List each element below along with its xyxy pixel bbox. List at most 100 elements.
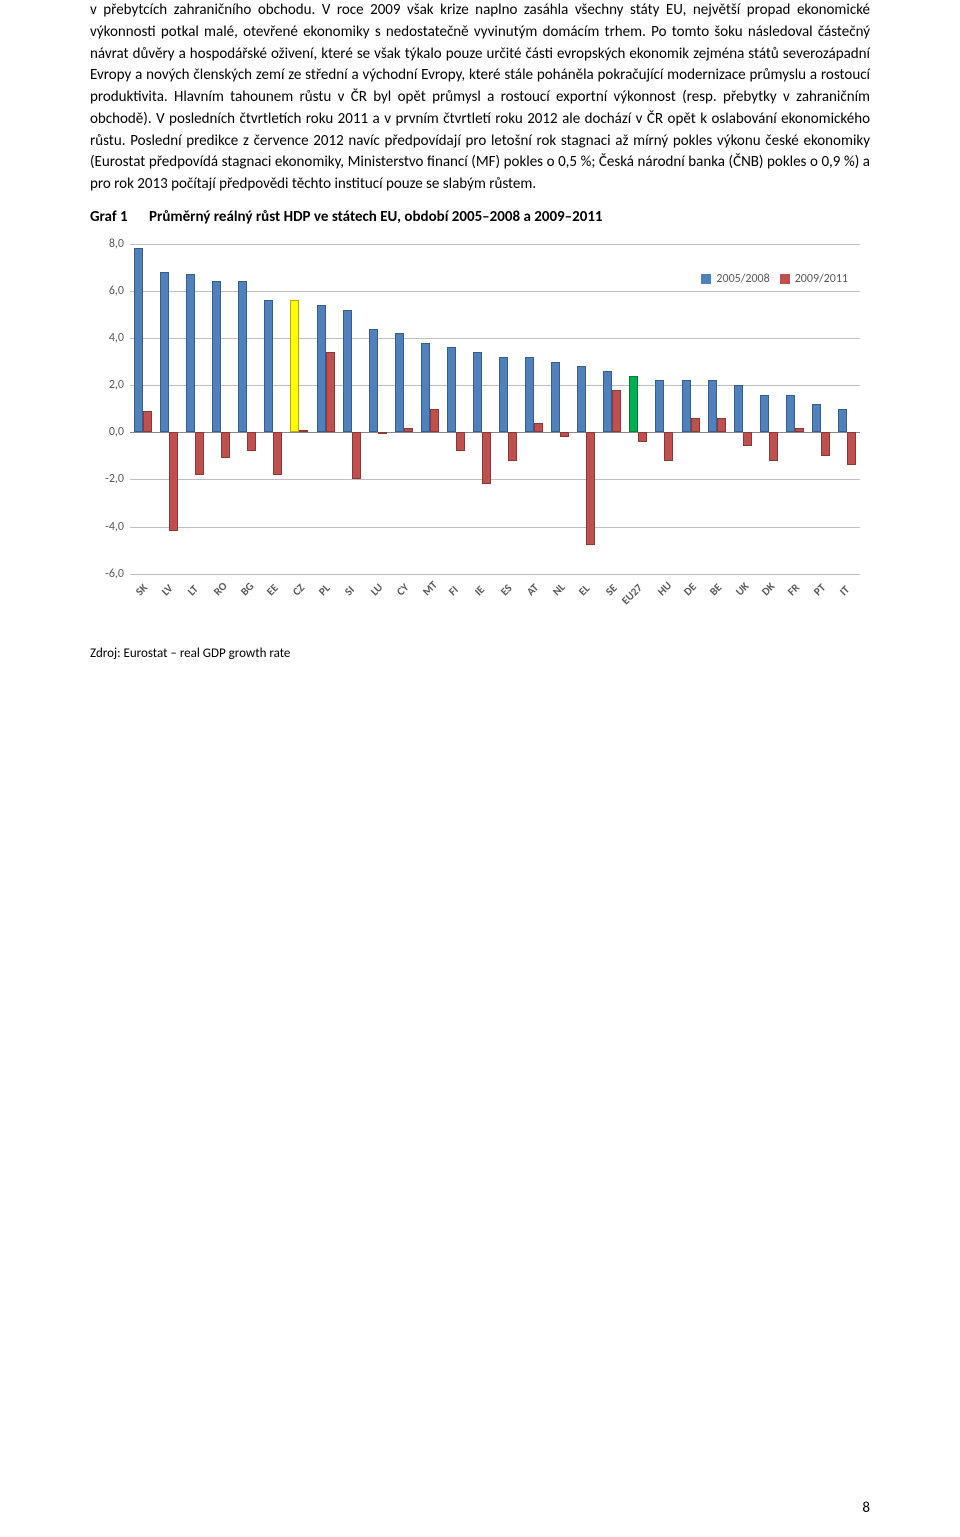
category-group (286, 244, 312, 574)
bar (238, 281, 247, 432)
x-tick-label: AT (524, 581, 541, 598)
y-tick-label: -6,0 (105, 567, 130, 581)
bar (786, 395, 795, 433)
bar (247, 432, 256, 451)
x-tick-label: BE (707, 581, 724, 598)
bar (447, 347, 456, 432)
x-tick-label: FR (785, 581, 802, 598)
bar (186, 274, 195, 432)
bar (212, 281, 221, 432)
category-group (651, 244, 677, 574)
category-group (365, 244, 391, 574)
bar (821, 432, 830, 456)
bar (195, 432, 204, 474)
x-tick-label: CZ (290, 581, 307, 598)
bar (482, 432, 491, 484)
bar (682, 380, 691, 432)
bar (404, 428, 413, 433)
chart-container: -6,0-4,0-2,00,02,04,06,08,0SKLVLTROBGEEC… (90, 234, 870, 624)
category-group (808, 244, 834, 574)
category-group (756, 244, 782, 574)
bar (264, 300, 273, 432)
bar (717, 418, 726, 432)
x-tick-label: HU (655, 579, 674, 598)
bar (560, 432, 569, 437)
plot-area: -6,0-4,0-2,00,02,04,06,08,0 (130, 244, 860, 574)
y-tick-label: 6,0 (109, 284, 130, 298)
x-tick-label: RO (211, 579, 230, 598)
x-tick-label: IE (472, 583, 487, 598)
bar (586, 432, 595, 545)
bar (812, 404, 821, 432)
gridline (130, 574, 860, 575)
category-group (704, 244, 730, 574)
x-tick-label: NL (550, 581, 568, 599)
bar (352, 432, 361, 479)
bar (603, 371, 612, 432)
bar (664, 432, 673, 460)
bar (638, 432, 647, 441)
category-group (599, 244, 625, 574)
bar (743, 432, 752, 446)
bar (629, 376, 638, 433)
category-group (834, 244, 860, 574)
bar (169, 432, 178, 531)
category-group (730, 244, 756, 574)
category-group (573, 244, 599, 574)
bar (525, 357, 534, 432)
bar (430, 409, 439, 433)
body-paragraph: v přebytcích zahraničního obchodu. V roc… (90, 0, 870, 196)
x-tick-label: PL (316, 582, 333, 599)
bar (838, 409, 847, 433)
legend-label: 2005/2008 (716, 272, 769, 286)
x-tick-label: MT (420, 578, 440, 598)
x-tick-label: SE (603, 582, 620, 599)
category-group (208, 244, 234, 574)
chart-title: Průměrný reálný růst HDP ve státech EU, … (149, 208, 603, 226)
bar (508, 432, 517, 460)
chart-number: Graf 1 (90, 208, 146, 226)
bar (534, 423, 543, 432)
bar (847, 432, 856, 465)
bar (760, 395, 769, 433)
x-tick-label: EL (576, 582, 592, 598)
x-tick-label: UK (733, 580, 752, 599)
y-tick-label: 8,0 (109, 237, 130, 251)
category-group (391, 244, 417, 574)
x-tick-label: EE (264, 581, 281, 598)
legend-item: 2005/2008 (701, 272, 769, 286)
bar (473, 352, 482, 432)
category-group (547, 244, 573, 574)
chart: -6,0-4,0-2,00,02,04,06,08,0SKLVLTROBGEEC… (90, 234, 870, 624)
category-group (495, 244, 521, 574)
x-tick-label: FI (446, 583, 461, 598)
x-tick-label: DK (759, 580, 777, 598)
x-labels-row: SKLVLTROBGEECZPLSILUCYMTFIIEESATNLELSEEU… (130, 580, 860, 620)
x-tick-label: IT (837, 583, 852, 598)
legend-label: 2009/2011 (795, 272, 848, 286)
x-tick-label: PT (811, 581, 828, 598)
bars-row (130, 244, 860, 574)
bar (299, 430, 308, 432)
y-tick-label: 0,0 (109, 425, 130, 439)
bar (655, 380, 664, 432)
category-group (782, 244, 808, 574)
bar (160, 272, 169, 432)
category-group (443, 244, 469, 574)
category-group (156, 244, 182, 574)
category-group (469, 244, 495, 574)
bar (290, 300, 299, 432)
x-tick-label: SK (133, 581, 150, 598)
page-number: 8 (862, 1499, 870, 1517)
bar (317, 305, 326, 432)
x-tick-label: ES (498, 582, 515, 599)
category-group (417, 244, 443, 574)
bar (612, 390, 621, 432)
bar (221, 432, 230, 458)
y-tick-label: -2,0 (105, 472, 130, 486)
category-group (260, 244, 286, 574)
y-tick-label: 2,0 (109, 378, 130, 392)
category-group (130, 244, 156, 574)
category-group (313, 244, 339, 574)
category-group (339, 244, 365, 574)
